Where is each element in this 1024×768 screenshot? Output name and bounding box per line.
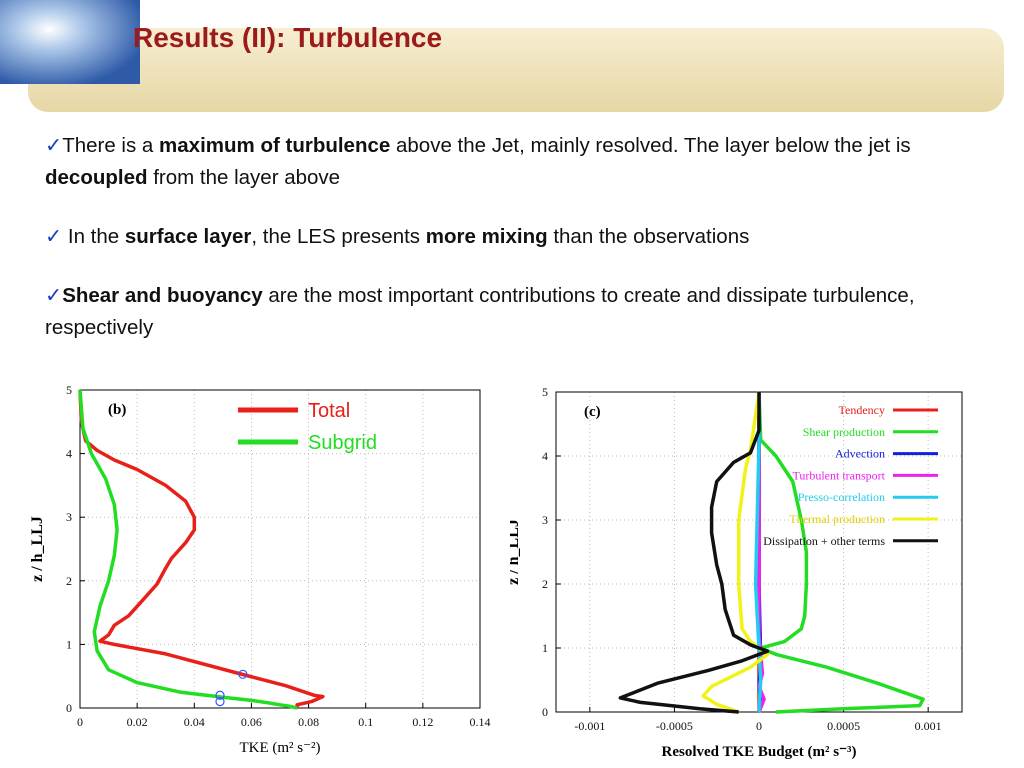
bullet-1: ✓There is a maximum of turbulence above … [45, 130, 1005, 194]
bullet-2: ✓ In the surface layer, the LES presents… [45, 221, 1005, 253]
y-tick-label: 1 [542, 641, 548, 655]
y-tick-label: 0 [542, 705, 548, 719]
bullet-bold-text: maximum of turbulence [159, 134, 391, 157]
x-axis-label: TKE (m² s⁻²) [239, 740, 320, 756]
bullet-bold-text: more mixing [425, 225, 548, 248]
chart-tke-profile: 0 0.02 0.04 0.06 0.08 0.1 0.12 0.14 0 1 2 3 4 5 (b) TKE… [29, 383, 491, 756]
legend-label: Total [308, 400, 350, 422]
series-line [78, 389, 298, 710]
x-tick-label: 0.06 [241, 715, 262, 729]
bullet-text: In the [62, 225, 125, 248]
observation-point [215, 697, 225, 707]
bullet-text: are the most important contributions to … [45, 284, 915, 339]
bullet-list: ✓There is a maximum of turbulence above … [45, 130, 1005, 371]
bullet-text: from the layer above [147, 166, 341, 189]
y-axis-label: z / h_LLJ [29, 516, 46, 582]
check-icon: ✓ [45, 134, 63, 157]
y-tick-label: 3 [66, 510, 72, 524]
panel-label: (b) [108, 402, 126, 418]
slide-title: Results (II): Turbulence [133, 22, 443, 53]
bullet-bold-text: decoupled [45, 166, 148, 189]
x-tick-label: 0.14 [470, 715, 491, 729]
x-tick-label: 0 [756, 719, 762, 733]
x-tick-label: 0.0005 [827, 719, 860, 733]
x-tick-label: -0.001 [574, 719, 605, 733]
globe-graphic [0, 0, 140, 84]
check-icon: ✓ [45, 284, 63, 307]
legend-label: Subgrid [308, 432, 377, 454]
y-tick-label: 2 [66, 574, 72, 588]
x-tick-label: 0.001 [915, 719, 942, 733]
x-tick-label: 0 [77, 715, 83, 729]
title-band [28, 28, 1004, 112]
y-tick-label: 0 [66, 701, 72, 715]
x-tick-label: 0.1 [358, 715, 373, 729]
bullet-text: above the Jet, mainly resolved. The laye… [390, 134, 911, 157]
y-tick-label: 3 [542, 513, 548, 527]
observation-point [215, 690, 225, 700]
legend-label: Shear production [803, 425, 885, 439]
x-tick-label: 0.04 [184, 715, 205, 729]
bullet-text: , the LES presents [251, 225, 426, 248]
bullet-bold-text: Shear and buoyancy [62, 284, 263, 307]
bullet-bold-text: surface layer [124, 225, 252, 248]
legend-label: Dissipation + other terms [763, 534, 885, 548]
y-tick-label: 5 [542, 385, 548, 399]
x-axis-label: Resolved TKE Budget (m² s⁻³) [662, 744, 857, 760]
panel-label: (c) [584, 404, 601, 420]
legend-label: Advection [835, 447, 885, 461]
legend-label: Presso-correlation [798, 490, 885, 504]
y-tick-label: 5 [66, 383, 72, 397]
x-tick-label: 0.08 [298, 715, 319, 729]
y-tick-label: 4 [542, 449, 548, 463]
chart-tke-budget: -0.001 -0.0005 0 0.0005 0.001 0 1 2 3 4 5 (c) Resolv… [510, 385, 963, 760]
bullet-text: than the observations [547, 225, 750, 248]
header-decoration [0, 0, 1004, 112]
header-band [0, 0, 1024, 115]
plot-frame [79, 389, 481, 709]
y-axis-label: z / h_LLJ [510, 519, 522, 585]
legend-label: Tendency [839, 403, 885, 417]
series-line [78, 389, 325, 708]
legend-label: Thermal production [789, 512, 885, 526]
series-line [618, 392, 770, 714]
y-tick-label: 2 [542, 577, 548, 591]
observation-point [238, 669, 248, 679]
x-tick-label: 0.12 [412, 715, 433, 729]
legend-label: Turbulent transport [792, 468, 885, 482]
bullet-text: There is a [62, 134, 160, 157]
series-line [701, 391, 770, 714]
bullet-3: ✓Shear and buoyancy are the most importa… [45, 280, 1005, 344]
check-icon: ✓ [45, 225, 63, 248]
y-tick-label: 1 [66, 637, 72, 651]
series-line [757, 391, 925, 714]
y-tick-label: 4 [66, 447, 72, 461]
x-tick-label: -0.0005 [656, 719, 693, 733]
x-tick-label: 0.02 [127, 715, 148, 729]
